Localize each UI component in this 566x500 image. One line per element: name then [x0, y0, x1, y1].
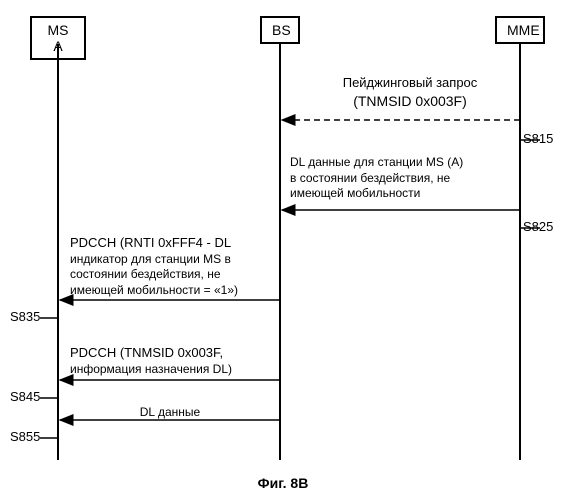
msg-pdcch-rnti: PDCCH (RNTI 0xFFF4 - DL индикатор для ст…: [70, 235, 280, 299]
msg-dl-data: DL данные: [120, 405, 220, 421]
msg-pdcch-tnmsid-l1: PDCCH (TNMSID 0x003F,: [70, 345, 280, 362]
msg-pdcch-rnti-l3: состоянии бездействия, не: [70, 267, 280, 283]
step-s825: S825: [523, 219, 553, 234]
msg-paging-req: Пейджинговый запрос (TNMSID 0x003F): [310, 75, 510, 110]
msg-dl-data-msa: DL данные для станции MS (A) в состоянии…: [290, 155, 520, 202]
msg-paging-req-l2: (TNMSID 0x003F): [310, 92, 510, 110]
msg-pdcch-rnti-l1: PDCCH (RNTI 0xFFF4 - DL: [70, 235, 280, 252]
msg-dl-data-msa-l3: имеющей мобильности: [290, 186, 520, 202]
hook-s855: [40, 420, 58, 438]
msg-dl-data-msa-l1: DL данные для станции MS (A): [290, 155, 520, 171]
hook-s835: [40, 300, 58, 318]
msg-dl-data-l1: DL данные: [140, 405, 200, 419]
msg-pdcch-rnti-l2: индикатор для станции MS в: [70, 252, 280, 268]
step-s815: S815: [523, 131, 553, 146]
msg-pdcch-rnti-l4: имеющей мобильности = «1»): [70, 283, 280, 299]
step-s845: S845: [10, 389, 40, 404]
sequence-diagram: MS A BS MME Пейджинговый: [0, 0, 566, 500]
msg-paging-req-l1: Пейджинговый запрос: [310, 75, 510, 92]
step-s835: S835: [10, 309, 40, 324]
msg-dl-data-msa-l2: в состоянии бездействия, не: [290, 171, 520, 187]
hook-s845: [40, 380, 58, 398]
step-s855: S855: [10, 429, 40, 444]
figure-caption: Фиг. 8B: [0, 475, 566, 491]
msg-pdcch-tnmsid: PDCCH (TNMSID 0x003F, информация назначе…: [70, 345, 280, 377]
msg-pdcch-tnmsid-l2: информация назначения DL): [70, 362, 280, 378]
